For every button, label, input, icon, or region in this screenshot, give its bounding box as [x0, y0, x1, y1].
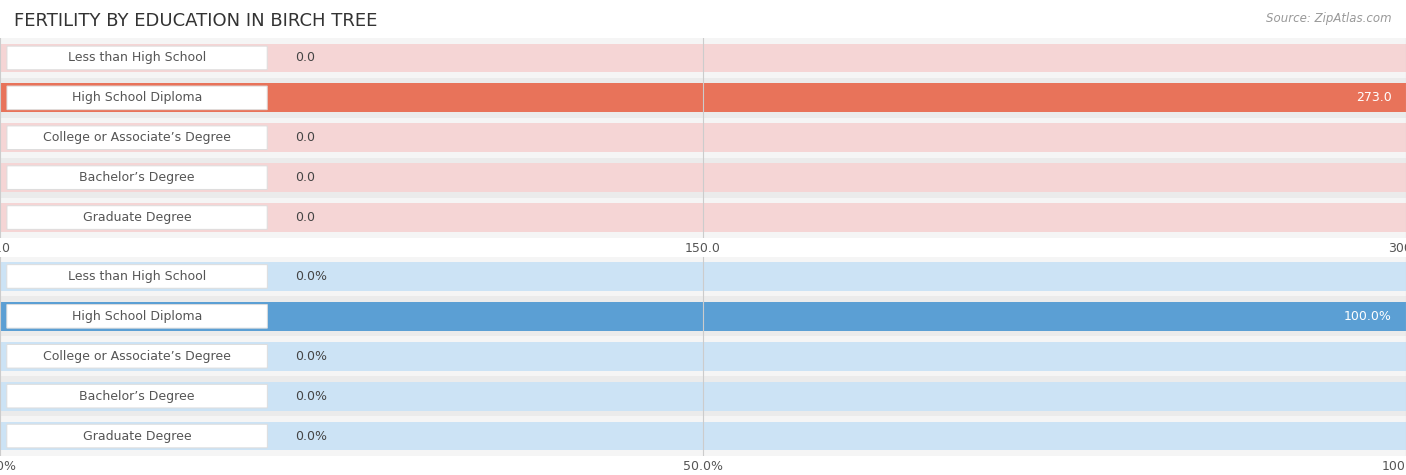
- Text: Graduate Degree: Graduate Degree: [83, 429, 191, 443]
- Text: Less than High School: Less than High School: [67, 51, 207, 65]
- FancyBboxPatch shape: [7, 384, 267, 408]
- FancyBboxPatch shape: [7, 424, 267, 448]
- Bar: [0, 302, 1406, 331]
- FancyBboxPatch shape: [7, 166, 267, 190]
- Text: FERTILITY BY EDUCATION IN BIRCH TREE: FERTILITY BY EDUCATION IN BIRCH TREE: [14, 12, 377, 30]
- Text: College or Associate’s Degree: College or Associate’s Degree: [44, 350, 231, 363]
- FancyBboxPatch shape: [7, 304, 267, 328]
- Bar: [0, 336, 1406, 376]
- Text: Graduate Degree: Graduate Degree: [83, 211, 191, 224]
- Text: 0.0: 0.0: [295, 51, 315, 65]
- FancyBboxPatch shape: [7, 126, 267, 150]
- Text: High School Diploma: High School Diploma: [72, 91, 202, 104]
- Text: College or Associate’s Degree: College or Associate’s Degree: [44, 131, 231, 144]
- Text: 0.0%: 0.0%: [295, 270, 328, 283]
- Bar: [0, 163, 1406, 192]
- Text: 0.0: 0.0: [295, 211, 315, 224]
- Bar: [0, 382, 1406, 410]
- Text: High School Diploma: High School Diploma: [72, 310, 202, 323]
- Text: 0.0%: 0.0%: [295, 350, 328, 363]
- Bar: [0, 416, 1406, 456]
- Bar: [0, 203, 1406, 232]
- Bar: [0, 342, 1406, 370]
- Bar: [0, 158, 1406, 198]
- Bar: [0, 376, 1406, 416]
- Text: 0.0%: 0.0%: [295, 429, 328, 443]
- Text: Less than High School: Less than High School: [67, 270, 207, 283]
- FancyBboxPatch shape: [7, 265, 267, 288]
- Text: 0.0: 0.0: [295, 131, 315, 144]
- Bar: [0, 84, 1406, 112]
- Bar: [0, 124, 1406, 152]
- Text: Bachelor’s Degree: Bachelor’s Degree: [79, 390, 195, 403]
- Bar: [0, 296, 1406, 336]
- Bar: [0, 262, 1406, 291]
- Bar: [0, 38, 1406, 78]
- Text: 0.0: 0.0: [295, 171, 315, 184]
- Bar: [0, 256, 1406, 296]
- Text: 100.0%: 100.0%: [1344, 310, 1392, 323]
- FancyBboxPatch shape: [7, 86, 267, 110]
- FancyBboxPatch shape: [7, 344, 267, 368]
- Text: 0.0%: 0.0%: [295, 390, 328, 403]
- FancyBboxPatch shape: [7, 46, 267, 70]
- Bar: [0, 44, 1406, 72]
- Bar: [0, 198, 1406, 238]
- Text: Source: ZipAtlas.com: Source: ZipAtlas.com: [1267, 12, 1392, 25]
- Bar: [0, 422, 1406, 450]
- Text: Bachelor’s Degree: Bachelor’s Degree: [79, 171, 195, 184]
- Bar: [0, 78, 1406, 118]
- Bar: [0, 118, 1406, 158]
- Text: 273.0: 273.0: [1357, 91, 1392, 104]
- FancyBboxPatch shape: [7, 206, 267, 229]
